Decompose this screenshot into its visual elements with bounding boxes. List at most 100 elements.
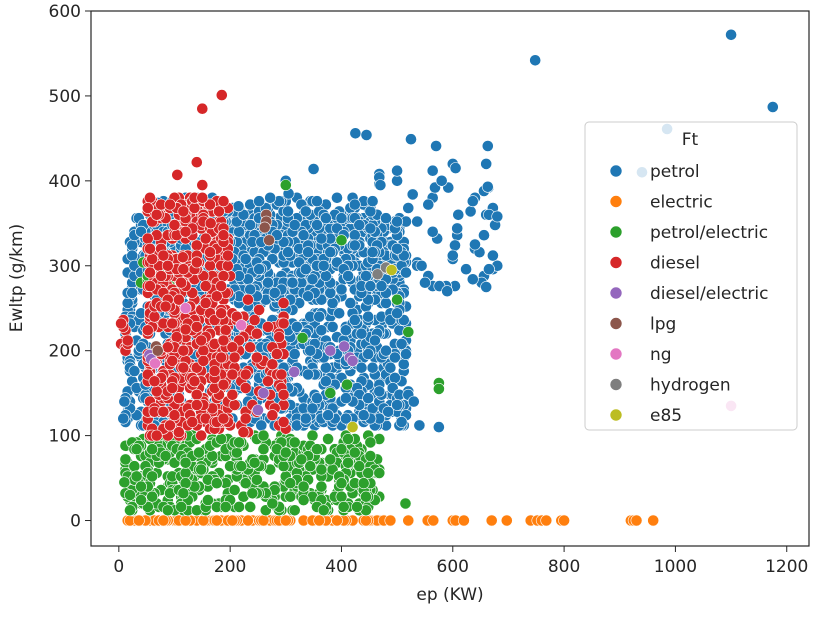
data-point xyxy=(364,436,377,449)
data-point xyxy=(235,460,248,473)
data-point xyxy=(422,198,435,211)
data-point xyxy=(117,412,130,425)
plot-frame xyxy=(90,10,810,547)
data-point xyxy=(157,514,170,527)
data-point xyxy=(277,416,290,428)
data-point xyxy=(384,514,397,527)
data-point xyxy=(304,460,317,473)
data-point xyxy=(326,320,339,333)
data-point xyxy=(166,317,179,330)
data-point xyxy=(135,494,147,506)
legend-entry: petrol/electric xyxy=(650,223,768,243)
y-tick-label: 400 xyxy=(49,172,81,192)
data-point xyxy=(228,484,241,496)
data-point xyxy=(262,320,274,333)
data-point xyxy=(346,421,359,433)
data-point xyxy=(380,297,392,309)
legend-box xyxy=(584,121,798,431)
data-point xyxy=(132,514,145,527)
data-point xyxy=(179,225,192,238)
data-point xyxy=(284,477,297,490)
data-point xyxy=(177,361,190,374)
data-point xyxy=(179,456,192,469)
data-point xyxy=(441,285,454,298)
data-point xyxy=(558,514,570,527)
data-point xyxy=(335,234,348,247)
legend-entry: diesel xyxy=(650,254,700,274)
data-point xyxy=(239,253,252,265)
data-point xyxy=(331,191,343,204)
data-point xyxy=(647,514,660,527)
data-point xyxy=(235,319,248,332)
data-point xyxy=(215,89,228,101)
data-point xyxy=(349,127,362,140)
data-point xyxy=(124,489,136,501)
data-point xyxy=(322,433,334,445)
data-point xyxy=(175,276,188,289)
data-point xyxy=(486,249,499,262)
data-point xyxy=(150,429,163,442)
data-point xyxy=(380,212,392,225)
data-point xyxy=(144,242,156,255)
data-point xyxy=(197,514,210,527)
data-point xyxy=(118,476,131,489)
data-point xyxy=(215,351,228,364)
data-point xyxy=(466,195,479,208)
data-point xyxy=(190,320,203,333)
data-point xyxy=(353,219,366,231)
data-point xyxy=(221,249,234,262)
data-point xyxy=(204,217,217,230)
data-point xyxy=(766,101,779,113)
y-tick-label: 300 xyxy=(49,257,81,277)
data-point xyxy=(159,450,172,462)
data-point xyxy=(307,163,320,175)
data-point xyxy=(217,412,230,425)
data-point xyxy=(217,195,230,208)
data-point xyxy=(411,215,424,228)
data-point xyxy=(217,270,230,282)
data-point xyxy=(266,409,279,422)
data-point xyxy=(540,514,553,527)
legend-marker xyxy=(609,286,623,300)
data-points xyxy=(115,28,779,527)
data-point xyxy=(150,208,163,221)
data-point xyxy=(144,280,156,292)
data-point xyxy=(457,514,470,527)
data-point xyxy=(195,334,208,347)
data-point xyxy=(175,500,188,513)
data-point xyxy=(364,280,377,292)
data-point xyxy=(331,514,343,527)
legend-entry: petrol xyxy=(650,162,700,182)
data-point xyxy=(483,263,495,276)
data-point xyxy=(478,229,490,242)
data-point xyxy=(313,514,326,527)
data-point xyxy=(172,293,185,306)
data-point xyxy=(319,375,332,388)
data-point xyxy=(449,239,461,252)
data-point xyxy=(481,140,494,152)
data-point xyxy=(219,500,232,513)
data-point xyxy=(161,341,174,354)
data-point xyxy=(529,54,542,67)
data-point xyxy=(275,368,288,381)
data-point xyxy=(435,174,448,187)
data-point xyxy=(399,497,412,510)
data-point xyxy=(119,453,132,466)
data-point xyxy=(258,221,271,234)
legend: Ft petrol electric petrol/electric diesel di… xyxy=(584,121,798,431)
data-point xyxy=(405,133,417,146)
data-point xyxy=(360,490,372,503)
data-point xyxy=(480,281,493,293)
data-point xyxy=(215,307,228,320)
data-point xyxy=(395,337,408,350)
data-point xyxy=(244,500,257,513)
data-point xyxy=(432,382,445,395)
data-point xyxy=(374,179,387,191)
data-point xyxy=(362,348,375,360)
data-point xyxy=(364,205,377,218)
data-point xyxy=(288,219,301,231)
data-point xyxy=(464,205,477,218)
data-point xyxy=(196,102,209,115)
data-point xyxy=(171,168,184,181)
data-point xyxy=(128,460,141,473)
